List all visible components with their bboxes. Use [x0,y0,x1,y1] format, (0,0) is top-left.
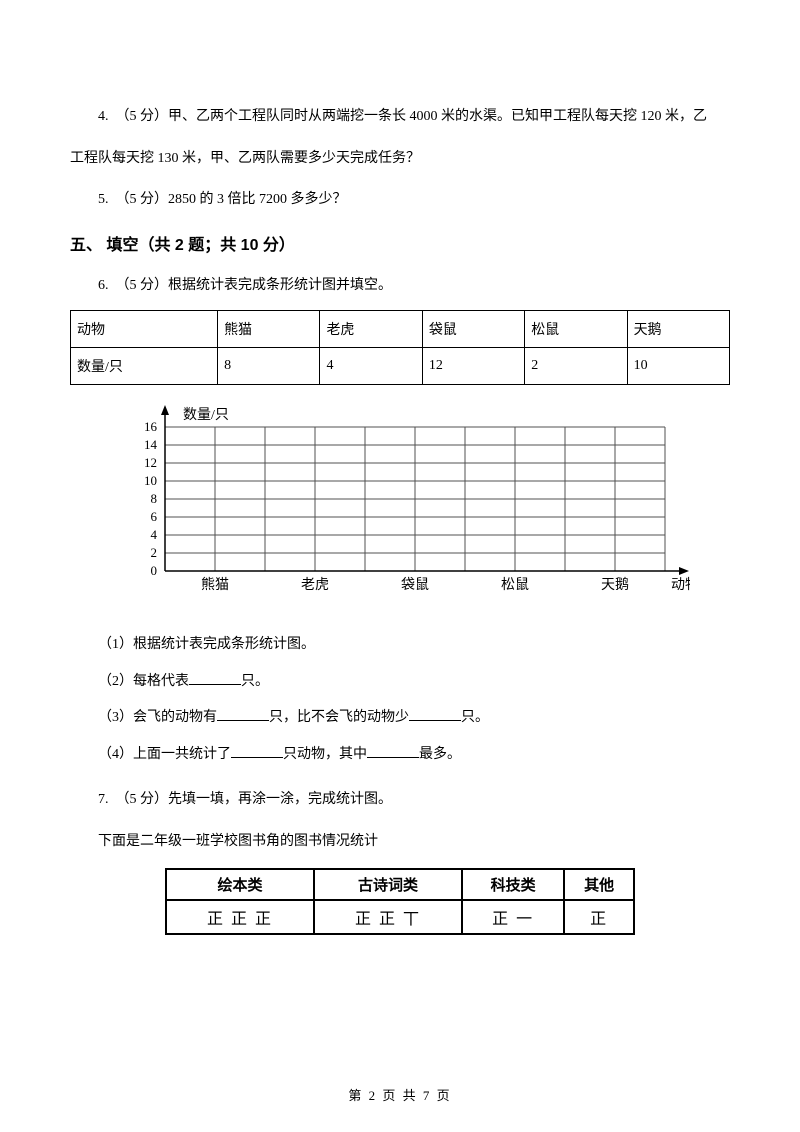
question-7: 7. （5 分）先填一填，再涂一涂，完成统计图。 [70,783,730,817]
bar-chart-svg: 0 2 4 6 8 10 12 14 16 熊猫 老虎 袋鼠 松鼠 天鹅 数量/只动物 [110,401,690,611]
q6-sub4-b: 只动物，其中 [283,747,367,762]
svg-text:14: 14 [144,437,158,452]
tally-cell: 正 正 丅 [314,900,462,934]
table-header: 动物 [71,311,218,348]
q4-label: 4. [98,109,109,124]
q6-sub4: （4）上面一共统计了 只动物，其中 最多。 [98,737,730,773]
table-header: 熊猫 [218,311,320,348]
tally-header: 古诗词类 [314,869,462,900]
q6-sub4-c: 最多。 [419,747,461,762]
blank[interactable] [231,743,283,758]
page-footer: 第 2 页 共 7 页 [0,1085,800,1104]
q6-sub2-a: （2）每格代表 [98,674,189,689]
blank[interactable] [409,706,461,721]
table-header: 松鼠 [525,311,627,348]
q6-sub3-b: 只，比不会飞的动物少 [269,710,409,725]
table-header: 袋鼠 [422,311,524,348]
q5-text: 2850 的 3 倍比 7200 多多少？ [168,192,347,207]
table-cell: 10 [627,348,729,385]
table-cell: 2 [525,348,627,385]
q6-data-table: 动物 熊猫 老虎 袋鼠 松鼠 天鹅 数量/只 8 4 12 2 10 [70,310,730,385]
tally-header: 绘本类 [166,869,314,900]
section-5-heading: 五、 填空（共 2 题；共 10 分） [70,231,730,255]
q6-sub4-a: （4）上面一共统计了 [98,747,231,762]
q6-text: 根据统计表完成条形统计图并填空。 [168,278,392,293]
q6-sub3-a: （3）会飞的动物有 [98,710,217,725]
tally-cell: 正 一 [462,900,564,934]
q5-label: 5. [98,192,109,207]
svg-text:4: 4 [151,527,158,542]
q7-tally-table-wrap: 绘本类 古诗词类 科技类 其他 正 正 正 正 正 丅 正 一 正 [165,868,635,935]
q6-sub3: （3）会飞的动物有 只，比不会飞的动物少 只。 [98,700,730,736]
tally-cell: 正 正 正 [166,900,314,934]
svg-text:0: 0 [151,563,158,578]
question-5: 5. （5 分）2850 的 3 倍比 7200 多多少？ [70,183,730,217]
table-row: 数量/只 8 4 12 2 10 [71,348,730,385]
q6-sub2: （2）每格代表 只。 [98,664,730,700]
svg-text:16: 16 [144,419,158,434]
svg-text:数量/只: 数量/只 [183,407,229,423]
q6-bar-chart: 0 2 4 6 8 10 12 14 16 熊猫 老虎 袋鼠 松鼠 天鹅 数量/只动物 [110,401,730,611]
q4-points: （5 分） [123,109,169,124]
q5-points: （5 分） [123,192,169,207]
table-header: 天鹅 [627,311,729,348]
q6-points: （5 分） [123,278,169,293]
svg-text:熊猫: 熊猫 [201,577,229,593]
table-cell: 4 [320,348,422,385]
q6-label: 6. [98,278,109,293]
svg-text:老虎: 老虎 [301,577,329,593]
table-cell: 8 [218,348,320,385]
tally-header: 科技类 [462,869,564,900]
table-cell: 12 [422,348,524,385]
q7-tally-table: 绘本类 古诗词类 科技类 其他 正 正 正 正 正 丅 正 一 正 [165,868,635,935]
question-6: 6. （5 分）根据统计表完成条形统计图并填空。 [70,269,730,303]
svg-text:袋鼠: 袋鼠 [401,577,429,593]
blank[interactable] [367,743,419,758]
svg-text:12: 12 [144,455,157,470]
svg-text:2: 2 [151,545,158,560]
q4-text-a: 甲、乙两个工程队同时从两端挖一条长 4000 米的水渠。已知甲工程队每天挖 12… [168,109,707,124]
q7-label: 7. [98,792,109,807]
blank[interactable] [217,706,269,721]
question-4-line2: 工程队每天挖 130 米，甲、乙两队需要多少天完成任务？ [70,142,730,176]
table-cell: 数量/只 [71,348,218,385]
svg-text:天鹅: 天鹅 [601,576,629,593]
table-row: 正 正 正 正 正 丅 正 一 正 [166,900,634,934]
q6-sub2-b: 只。 [241,674,269,689]
page: 4. （5 分）甲、乙两个工程队同时从两端挖一条长 4000 米的水渠。已知甲工… [0,0,800,1132]
question-4: 4. （5 分）甲、乙两个工程队同时从两端挖一条长 4000 米的水渠。已知甲工… [70,100,730,134]
svg-text:松鼠: 松鼠 [501,577,529,593]
table-header: 老虎 [320,311,422,348]
q7-points: （5 分） [123,792,169,807]
tally-cell: 正 [564,900,634,934]
svg-text:10: 10 [144,473,157,488]
blank[interactable] [189,670,241,685]
svg-text:6: 6 [151,509,158,524]
svg-text:动物: 动物 [671,577,690,593]
q6-sub1: （1）根据统计表完成条形统计图。 [98,627,730,663]
tally-header: 其他 [564,869,634,900]
svg-text:8: 8 [151,491,158,506]
table-row: 绘本类 古诗词类 科技类 其他 [166,869,634,900]
q7-intro: 下面是二年级一班学校图书角的图书情况统计 [70,825,730,859]
q6-sub3-c: 只。 [461,710,489,725]
q7-text: 先填一填，再涂一涂，完成统计图。 [168,792,392,807]
table-row: 动物 熊猫 老虎 袋鼠 松鼠 天鹅 [71,311,730,348]
